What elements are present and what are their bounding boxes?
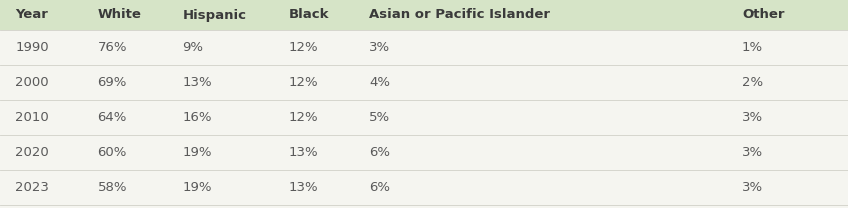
Text: 12%: 12% bbox=[288, 41, 318, 54]
Text: Other: Other bbox=[742, 9, 784, 21]
Text: 19%: 19% bbox=[182, 181, 212, 194]
Text: 60%: 60% bbox=[98, 146, 127, 159]
Text: 2023: 2023 bbox=[15, 181, 49, 194]
Text: 3%: 3% bbox=[369, 41, 390, 54]
Text: 13%: 13% bbox=[182, 76, 212, 89]
Text: 19%: 19% bbox=[182, 146, 212, 159]
Text: Black: Black bbox=[288, 9, 329, 21]
Text: 2000: 2000 bbox=[15, 76, 49, 89]
Bar bbox=[0, 0, 848, 30]
Text: 4%: 4% bbox=[369, 76, 390, 89]
Text: 76%: 76% bbox=[98, 41, 127, 54]
Text: 12%: 12% bbox=[288, 111, 318, 124]
Text: 16%: 16% bbox=[182, 111, 212, 124]
Text: 2010: 2010 bbox=[15, 111, 49, 124]
Bar bbox=[0, 30, 848, 65]
Text: 5%: 5% bbox=[369, 111, 390, 124]
Text: 1%: 1% bbox=[742, 41, 763, 54]
Text: 3%: 3% bbox=[742, 181, 763, 194]
Text: 2020: 2020 bbox=[15, 146, 49, 159]
Text: 1990: 1990 bbox=[15, 41, 49, 54]
Bar bbox=[0, 65, 848, 100]
Text: 2%: 2% bbox=[742, 76, 763, 89]
Text: 3%: 3% bbox=[742, 111, 763, 124]
Text: 13%: 13% bbox=[288, 146, 318, 159]
Bar bbox=[0, 100, 848, 135]
Text: 3%: 3% bbox=[742, 146, 763, 159]
Text: Hispanic: Hispanic bbox=[182, 9, 246, 21]
Text: 6%: 6% bbox=[369, 146, 390, 159]
Text: 6%: 6% bbox=[369, 181, 390, 194]
Text: 13%: 13% bbox=[288, 181, 318, 194]
Text: 69%: 69% bbox=[98, 76, 127, 89]
Bar bbox=[0, 170, 848, 205]
Text: Year: Year bbox=[15, 9, 48, 21]
Bar bbox=[0, 135, 848, 170]
Text: 9%: 9% bbox=[182, 41, 204, 54]
Text: 64%: 64% bbox=[98, 111, 127, 124]
Text: 58%: 58% bbox=[98, 181, 127, 194]
Text: 12%: 12% bbox=[288, 76, 318, 89]
Text: White: White bbox=[98, 9, 142, 21]
Text: Asian or Pacific Islander: Asian or Pacific Islander bbox=[369, 9, 550, 21]
